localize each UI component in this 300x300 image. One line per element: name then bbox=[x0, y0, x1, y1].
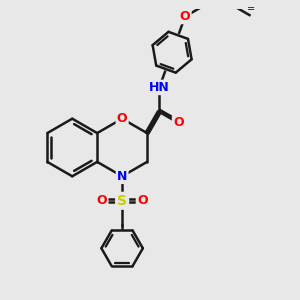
Text: N: N bbox=[117, 170, 127, 183]
Text: O: O bbox=[173, 116, 184, 129]
Text: O: O bbox=[97, 194, 107, 207]
Text: O: O bbox=[137, 194, 148, 207]
Text: O: O bbox=[117, 112, 128, 125]
Text: HN: HN bbox=[149, 81, 170, 94]
Text: S: S bbox=[117, 194, 127, 208]
Text: O: O bbox=[180, 10, 190, 23]
Text: =: = bbox=[247, 4, 255, 14]
